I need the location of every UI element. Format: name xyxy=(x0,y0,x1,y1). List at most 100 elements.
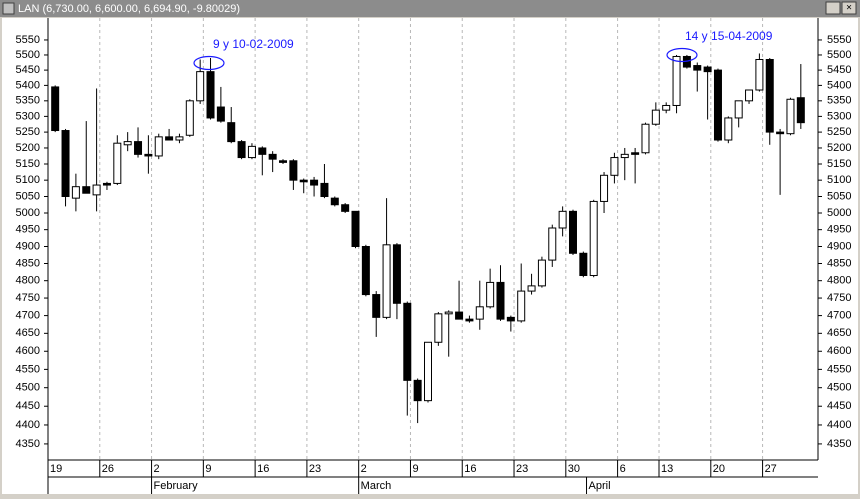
candle-body xyxy=(465,318,474,322)
month-label: March xyxy=(361,480,392,492)
candle-body xyxy=(600,174,609,202)
y-tick-label: 5500 xyxy=(16,49,40,61)
y-tick-label: 4950 xyxy=(827,224,851,236)
y-tick-label: 4550 xyxy=(827,363,851,375)
candle-body xyxy=(392,244,401,304)
candle-body xyxy=(361,246,370,296)
candle-body xyxy=(341,204,350,212)
annotation-ellipse xyxy=(193,55,225,71)
y-tick-label: 5150 xyxy=(827,158,851,170)
y-tick-label: 4350 xyxy=(16,438,40,450)
candle-body xyxy=(506,316,515,322)
y-tick-label: 4850 xyxy=(827,257,851,269)
y-tick-label: 5350 xyxy=(827,95,851,107)
y-tick-label: 4650 xyxy=(16,327,40,339)
y-tick-label: 5350 xyxy=(16,95,40,107)
candle-body xyxy=(134,141,143,155)
candle-body xyxy=(568,210,577,254)
x-tick-label: 26 xyxy=(102,463,114,475)
candle-body xyxy=(434,313,443,343)
y-tick-label: 5200 xyxy=(827,142,851,154)
y-tick-label: 4750 xyxy=(827,292,851,304)
candle-body xyxy=(796,97,805,124)
chart-background xyxy=(2,18,858,494)
y-tick-label: 5200 xyxy=(16,142,40,154)
month-label: April xyxy=(589,480,611,492)
candle-body xyxy=(444,311,453,315)
x-tick-label: 9 xyxy=(412,463,418,475)
candle-body xyxy=(237,141,246,159)
candle-body xyxy=(475,306,484,320)
title-bar xyxy=(0,0,860,17)
y-tick-label: 5050 xyxy=(16,190,40,202)
candle-body xyxy=(527,285,536,292)
candle-body xyxy=(517,290,526,322)
candle-body xyxy=(102,182,111,186)
candle-body xyxy=(589,200,598,277)
y-tick-label: 4800 xyxy=(16,275,40,287)
y-tick-label: 4450 xyxy=(827,400,851,412)
annotation: 9 y 10-02-2009 xyxy=(213,37,294,51)
y-tick-label: 5550 xyxy=(827,34,851,46)
x-tick-label: 9 xyxy=(205,463,211,475)
y-tick-label: 5000 xyxy=(827,207,851,219)
plot-layer: 4350 4350 4400 4400 4450 4450 4500 4500 4550 4550… xyxy=(16,18,851,494)
y-tick-label: 5100 xyxy=(827,174,851,186)
annotation: 14 y 15-04-2009 xyxy=(685,29,773,43)
candle-body xyxy=(113,142,122,184)
candle-body xyxy=(154,136,163,157)
candle-body xyxy=(651,109,660,125)
candle-body xyxy=(320,182,329,198)
y-tick-label: 5300 xyxy=(827,110,851,122)
y-tick-label: 5150 xyxy=(16,158,40,170)
candle-body xyxy=(662,104,671,111)
y-tick-label: 5250 xyxy=(827,126,851,138)
candle-body xyxy=(745,89,754,102)
y-tick-label: 4700 xyxy=(16,310,40,322)
y-tick-label: 4400 xyxy=(16,419,40,431)
candle-body xyxy=(579,252,588,277)
y-tick-label: 4500 xyxy=(827,382,851,394)
y-tick-label: 4400 xyxy=(827,419,851,431)
candle-body xyxy=(693,65,702,71)
candle-body xyxy=(724,117,733,141)
x-tick-label: 19 xyxy=(50,463,62,475)
candle-body xyxy=(672,55,681,106)
y-tick-label: 4600 xyxy=(16,345,40,357)
restore-button[interactable] xyxy=(825,1,841,15)
candle-body xyxy=(61,130,70,198)
candle-body xyxy=(206,71,215,119)
y-tick-label: 4900 xyxy=(16,240,40,252)
y-tick-label: 5050 xyxy=(827,190,851,202)
annotation-ellipse xyxy=(666,47,698,63)
candle-body xyxy=(496,281,505,320)
candle-body xyxy=(786,98,795,135)
y-tick-label: 4350 xyxy=(827,438,851,450)
candle-body xyxy=(175,136,184,141)
candle-body xyxy=(403,302,412,381)
candle-body xyxy=(703,66,712,73)
window-title: LAN (6,730.00, 6,600.00, 6,694.90, -9.80… xyxy=(18,3,240,15)
close-button[interactable] xyxy=(841,1,857,15)
y-tick-label: 4550 xyxy=(16,363,40,375)
y-tick-label: 5450 xyxy=(16,64,40,76)
candle-body xyxy=(123,141,132,146)
y-tick-label: 4650 xyxy=(827,327,851,339)
candle-body xyxy=(620,153,629,159)
y-tick-label: 5100 xyxy=(16,174,40,186)
candle-body xyxy=(268,153,277,160)
candle-body xyxy=(610,157,619,176)
candle-body xyxy=(165,136,174,141)
y-tick-label: 5000 xyxy=(16,207,40,219)
candle-body xyxy=(299,179,308,183)
candle-body xyxy=(382,244,391,318)
candle-body xyxy=(92,184,101,196)
candle-body xyxy=(310,179,319,186)
x-tick-label: 30 xyxy=(568,463,580,475)
candle-body xyxy=(713,69,722,141)
x-tick-label: 16 xyxy=(257,463,269,475)
candle-body xyxy=(185,100,194,136)
y-tick-label: 4500 xyxy=(16,382,40,394)
candle-body xyxy=(289,160,298,181)
